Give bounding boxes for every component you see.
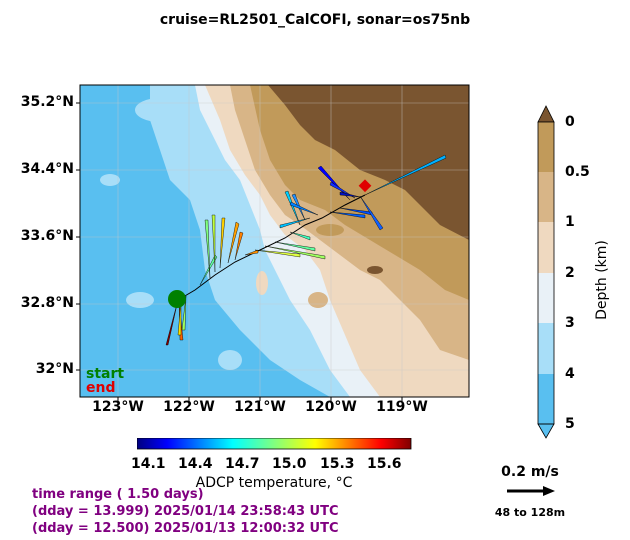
temp-tick: 14.4 bbox=[178, 456, 213, 472]
temp-tick: 15.6 bbox=[367, 456, 402, 472]
time-range-line: (dday = 12.500) 2025/01/13 12:00:32 UTC bbox=[32, 521, 339, 536]
depth-tick: 1 bbox=[565, 214, 575, 230]
temp-colorbar bbox=[137, 438, 412, 450]
scale-speed-label: 0.2 m/s bbox=[501, 464, 559, 480]
start-label: start bbox=[86, 366, 125, 382]
depth-colorbar bbox=[537, 105, 555, 439]
end-label: end bbox=[86, 380, 116, 396]
temp-tick: 15.0 bbox=[272, 456, 307, 472]
lon-label: 122°W bbox=[163, 399, 215, 415]
depth-colorbar-label: Depth (km) bbox=[594, 240, 610, 320]
temp-colorbar-label: ADCP temperature, °C bbox=[195, 475, 353, 491]
scale-arrow-icon bbox=[507, 486, 555, 496]
temp-tick: 14.1 bbox=[131, 456, 166, 472]
end-marker bbox=[358, 179, 372, 193]
temp-tick: 15.3 bbox=[320, 456, 355, 472]
lat-label: 33.6°N bbox=[20, 228, 74, 244]
map-frame bbox=[79, 84, 470, 398]
time-range-line: time range ( 1.50 days) bbox=[32, 487, 204, 502]
time-range-line: (dday = 13.999) 2025/01/14 23:58:43 UTC bbox=[32, 504, 339, 519]
temp-tick: 14.7 bbox=[225, 456, 260, 472]
depth-tick: 0.5 bbox=[565, 164, 590, 180]
bathymetry-map bbox=[80, 85, 469, 397]
depth-tick: 2 bbox=[565, 265, 575, 281]
lon-label: 120°W bbox=[305, 399, 357, 415]
velocity-vectors bbox=[165, 154, 447, 346]
lon-label: 123°W bbox=[92, 399, 144, 415]
lon-label: 121°W bbox=[234, 399, 286, 415]
lon-label: 119°W bbox=[376, 399, 428, 415]
depth-tick: 3 bbox=[565, 315, 575, 331]
depth-tick: 4 bbox=[565, 366, 575, 382]
lat-label: 34.4°N bbox=[20, 161, 74, 177]
depth-tick: 0 bbox=[565, 114, 575, 130]
lat-label: 35.2°N bbox=[20, 94, 74, 110]
scale-depth-range: 48 to 128m bbox=[494, 506, 566, 519]
lat-label: 32.8°N bbox=[20, 295, 74, 311]
lat-label: 32°N bbox=[35, 361, 74, 377]
figure-title: cruise=RL2501_CalCOFI, sonar=os75nb bbox=[159, 12, 471, 28]
start-marker bbox=[168, 290, 186, 308]
time-range-info: time range ( 1.50 days) (dday = 13.999) … bbox=[32, 486, 339, 537]
depth-tick: 5 bbox=[565, 416, 575, 432]
